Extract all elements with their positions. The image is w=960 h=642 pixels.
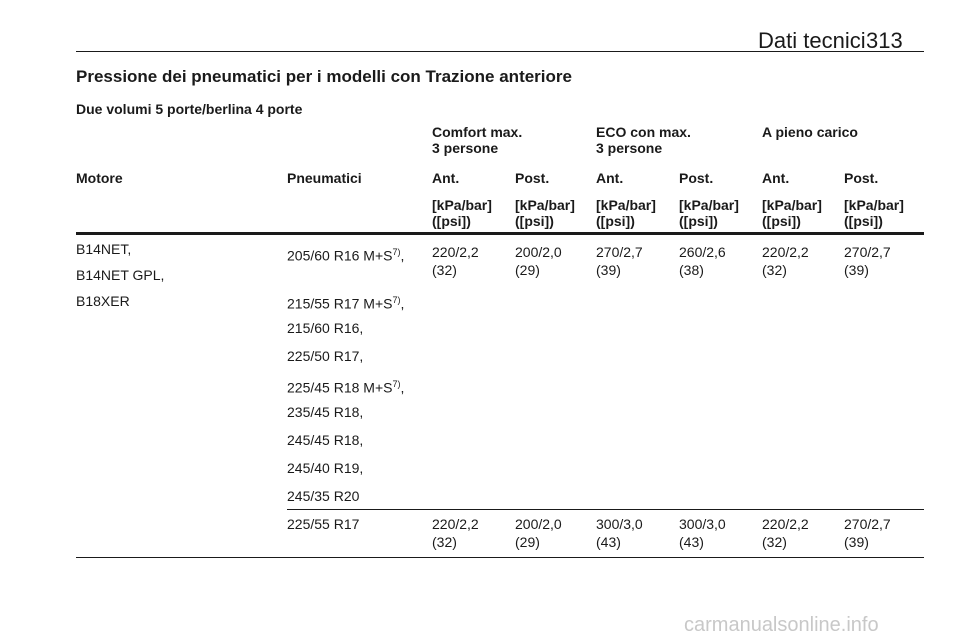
unit-label-psi: ([psi]) [762, 213, 801, 229]
footnote-ref: 7) [392, 247, 401, 257]
pressure-psi: (29) [515, 262, 540, 278]
footnote-ref: 7) [392, 295, 401, 305]
unit-label-psi: ([psi]) [844, 213, 883, 229]
tyre-size-text: 245/40 R19, [287, 460, 364, 476]
pressure-value: 300/3,0 [596, 516, 643, 532]
pressure-psi: (39) [844, 262, 869, 278]
tyre-size-text: 215/60 R16, [287, 320, 364, 336]
row-divider [287, 509, 924, 510]
pressure-psi: (39) [596, 262, 621, 278]
unit-label: [kPa/bar] [515, 197, 575, 213]
unit-label-psi: ([psi]) [596, 213, 635, 229]
engine-name: B18XER [76, 293, 130, 309]
group-header-sub: 3 persone [432, 140, 499, 156]
tyre-size: 225/45 R18 M+S7), [287, 375, 404, 397]
pressure-value: 200/2,0 [515, 516, 562, 532]
tyre-size: 245/35 R20 [287, 487, 359, 505]
header-rule [76, 51, 924, 52]
column-header: Ant. [762, 170, 790, 186]
running-header-title: Dati tecnici [758, 28, 866, 53]
pressure-psi: (32) [432, 534, 457, 550]
pressure-value: 270/2,7 [596, 244, 643, 260]
column-header: Ant. [596, 170, 624, 186]
tyre-size: 245/45 R18, [287, 431, 363, 449]
pressure-value: 220/2,2 [432, 516, 479, 532]
column-header: Post. [515, 170, 550, 186]
pressure-value: 270/2,7 [844, 516, 891, 532]
tyre-size: 235/45 R18, [287, 403, 363, 421]
unit-label: [kPa/bar] [762, 197, 822, 213]
unit-label: [kPa/bar] [432, 197, 492, 213]
tyre-size-text: 225/45 R18 M+S [287, 379, 393, 396]
tyre-size-text: 205/60 R16 M+S [287, 247, 393, 264]
pressure-value: 260/2,6 [679, 244, 726, 260]
tyre-size-text: 245/45 R18, [287, 432, 364, 448]
tyre-size: 225/55 R17 [287, 516, 360, 532]
pressure-value: 200/2,0 [515, 244, 562, 260]
section-title: Pressione dei pneumatici per i modelli c… [76, 67, 572, 86]
pressure-value: 220/2,2 [432, 244, 479, 260]
pressure-psi: (32) [762, 262, 787, 278]
pressure-value: 270/2,7 [844, 244, 891, 260]
pressure-psi: (38) [679, 262, 704, 278]
column-header: Pneumatici [287, 170, 362, 186]
tyre-size-text: 225/50 R17, [287, 348, 364, 364]
column-header: Ant. [432, 170, 460, 186]
pressure-value: 220/2,2 [762, 516, 809, 532]
unit-label: [kPa/bar] [844, 197, 904, 213]
tyre-size-punct: , [400, 379, 405, 396]
page-number: 313 [866, 28, 903, 53]
watermark: carmanualsonline.info [684, 614, 879, 636]
tyre-size-text: 245/35 R20 [287, 488, 360, 504]
tyre-size: 215/60 R16, [287, 319, 363, 337]
tyre-size: 245/40 R19, [287, 459, 363, 477]
group-header-sub: 3 persone [596, 140, 663, 156]
tyre-size-punct: , [400, 295, 405, 312]
tyre-size: 215/55 R17 M+S7), [287, 291, 404, 313]
pressure-psi: (43) [596, 534, 621, 550]
unit-label: [kPa/bar] [596, 197, 656, 213]
column-header: Post. [844, 170, 879, 186]
group-header: ECO con max. [596, 124, 691, 140]
group-header: Comfort max. [432, 124, 523, 140]
engine-name: B14NET, [76, 241, 132, 257]
pressure-psi: (29) [515, 534, 540, 550]
pressure-psi: (39) [844, 534, 869, 550]
table-header-rule [76, 232, 924, 235]
tyre-size: 205/60 R16 M+S7), [287, 243, 404, 265]
unit-label: [kPa/bar] [679, 197, 739, 213]
column-header: Post. [679, 170, 714, 186]
pressure-psi: (32) [432, 262, 457, 278]
tyre-size-punct: , [400, 247, 405, 264]
pressure-value: 300/3,0 [679, 516, 726, 532]
unit-label-psi: ([psi]) [679, 213, 718, 229]
engine-name: B14NET GPL, [76, 267, 165, 283]
tyre-size: 225/50 R17, [287, 347, 363, 365]
pressure-value: 220/2,2 [762, 244, 809, 260]
unit-label-psi: ([psi]) [515, 213, 554, 229]
column-header: Motore [76, 170, 123, 186]
group-header: A pieno carico [762, 124, 858, 140]
table-bottom-rule [76, 557, 924, 558]
unit-label-psi: ([psi]) [432, 213, 471, 229]
tyre-size-text: 235/45 R18, [287, 404, 364, 420]
pressure-psi: (32) [762, 534, 787, 550]
tyre-size-text: 215/55 R17 M+S [287, 295, 393, 312]
subsection-title: Due volumi 5 porte/berlina 4 porte [76, 101, 303, 117]
pressure-psi: (43) [679, 534, 704, 550]
footnote-ref: 7) [392, 379, 401, 389]
